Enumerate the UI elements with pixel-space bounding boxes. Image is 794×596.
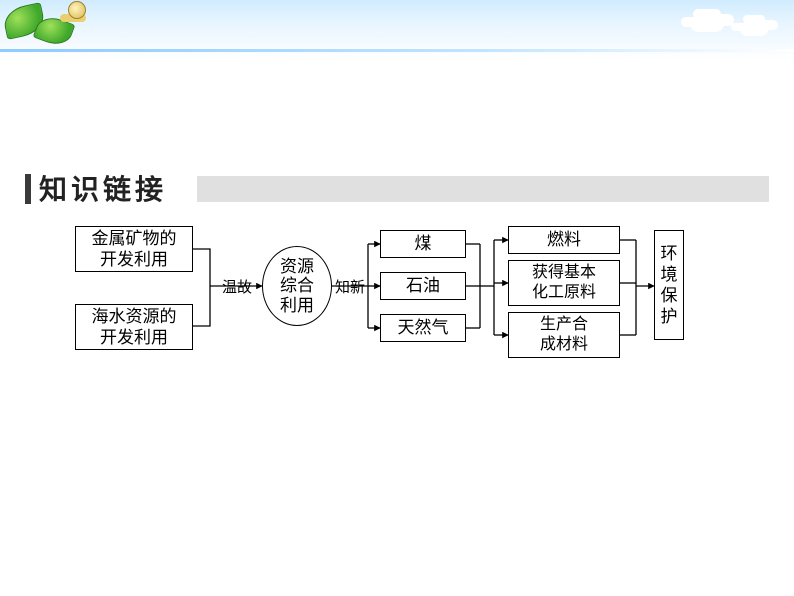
node-label: 生产合 成材料 [540,315,588,355]
node-natural-gas: 天然气 [380,314,466,342]
node-environment: 环 境 保 护 [654,230,684,340]
node-chem-raw: 获得基本 化工原料 [508,260,620,306]
node-label: 海水资源的 开发利用 [92,306,177,349]
node-label: 石油 [406,275,440,296]
node-label: 资源 综合 利用 [280,257,314,316]
node-fuel: 燃料 [508,226,620,254]
snail-deco [60,0,90,22]
node-label: 天然气 [398,317,449,338]
section-title: 知识链接 [25,168,769,206]
edge-label-wengu: 温故 [222,276,252,297]
node-label: 环 境 保 护 [661,243,678,328]
sky-underline [0,49,794,52]
node-label: 金属矿物的 开发利用 [92,228,177,271]
node-label: 燃料 [547,229,581,250]
cloud-deco-2 [740,22,768,36]
node-label: 获得基本 化工原料 [532,263,596,303]
title-text: 知识链接 [39,168,167,208]
flowchart: 金属矿物的 开发利用 海水资源的 开发利用 资源 综合 利用 煤 石油 天然气 … [60,226,740,386]
node-metal-minerals: 金属矿物的 开发利用 [75,226,193,272]
cloud-deco-1 [690,16,724,32]
title-accent-bar [25,174,31,204]
node-petroleum: 石油 [380,272,466,300]
node-seawater: 海水资源的 开发利用 [75,304,193,350]
node-synth-material: 生产合 成材料 [508,312,620,358]
node-label: 煤 [415,233,432,254]
edge-label-zhixin: 知新 [335,276,365,297]
node-coal: 煤 [380,230,466,258]
title-stripe [197,176,769,202]
node-resource-center: 资源 综合 利用 [262,246,332,326]
